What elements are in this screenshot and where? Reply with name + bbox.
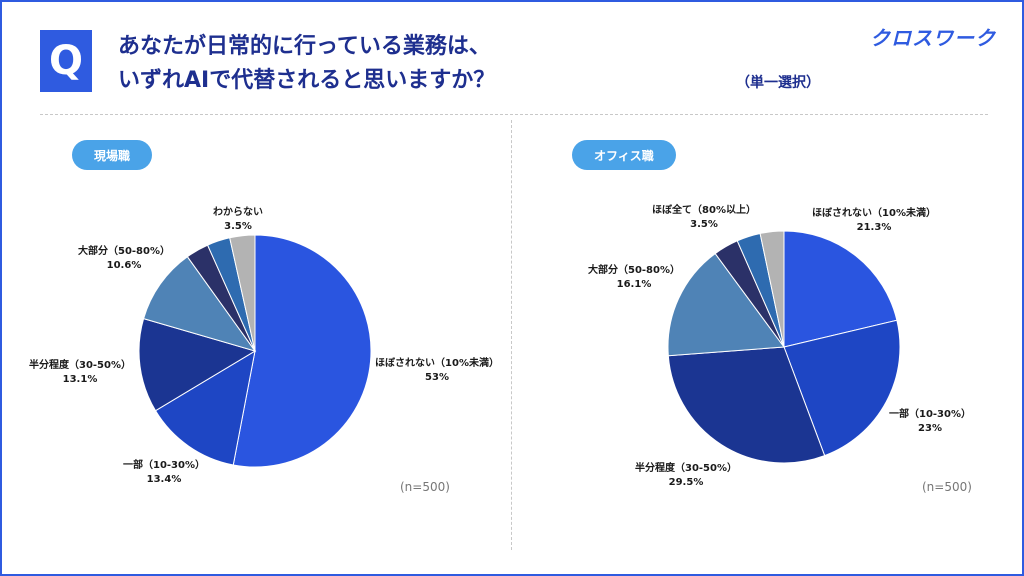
pie-0-slice-0 (232, 234, 372, 468)
pie-0-slice-6-value: 3.5% (224, 221, 252, 232)
pie-0-slice-1-value: 13.4% (147, 474, 182, 485)
chart-1-title-pill: 現場職 (72, 140, 153, 170)
question-title: あなたが日常的に行っている業務は、 いずれAIで代替されると思いますか？ (118, 30, 678, 98)
answer-type-label: （単一選択） (736, 75, 820, 91)
pie-1-slice-3-label: 大部分（50-80%） (588, 263, 680, 276)
pie-1-slice-2-label: 半分程度（30-50%） (635, 461, 737, 474)
pie-0-slice-6-label: わからない (213, 206, 263, 218)
pie-1-slice-0-label: ほぼされない（10%未満） (812, 206, 936, 219)
pie-0-slice-6 (229, 234, 256, 352)
question-badge: Q (40, 30, 92, 92)
chart-2-title-pill: オフィス職 (572, 140, 676, 170)
pie-1-slice-1-value: 23% (918, 423, 942, 434)
pie-1-slice-1 (783, 319, 901, 457)
pie-0-slice-0-value: 53% (425, 372, 449, 383)
pie-1-slice-6 (759, 230, 785, 348)
chart-1-sample-size: (n=500) (400, 480, 450, 494)
pie-0-slice-1-label: 一部（10-30%） (123, 458, 205, 471)
pie-1-slice-3-value: 16.1% (617, 279, 652, 290)
pie-1-slice-2 (667, 346, 826, 464)
pie-0-slice-3-value: 10.6% (107, 260, 142, 271)
pie-0-slice-0-label: ほぼされない（10%未満） (375, 356, 499, 369)
pie-1-slice-4-value: 3.5% (690, 219, 718, 230)
pie-chart-office: ほぼされない（10%未満） 21.3% 一部（10-30%） 23% 半分程度（30-5… (588, 203, 971, 488)
brand-logo: クロスワーク (870, 26, 996, 50)
pie-1-slice-3 (667, 252, 785, 357)
pie-1-slice-4-label: ほぼ全て（80%以上） (652, 203, 756, 216)
pie-1-slice-0-value: 21.3% (857, 222, 892, 233)
pie-0-slice-2-label: 半分程度（30-50%） (29, 358, 131, 371)
question-title-line2: いずれAIで代替されると思いますか？ (118, 68, 496, 93)
pie-chart-genba: ほぼされない（10%未満） 53% 一部（10-30%） 13.4% 半分程度（30-5… (29, 206, 499, 485)
chart-2-sample-size: (n=500) (922, 480, 972, 494)
pie-1-slice-2-value: 29.5% (669, 477, 704, 488)
pie-1-slice-1-label: 一部（10-30%） (889, 407, 971, 420)
pie-0-slice-2 (138, 318, 257, 412)
pie-0-slice-1 (154, 349, 256, 466)
panel-divider (511, 120, 512, 550)
pie-0-slice-3 (142, 256, 257, 352)
header-divider (40, 114, 988, 115)
pie-0-slice-3-label: 大部分（50-80%） (78, 244, 170, 257)
pie-1-slice-0 (783, 230, 898, 348)
pie-0-slice-2-value: 13.1% (63, 374, 98, 385)
question-title-line1: あなたが日常的に行っている業務は、 (118, 34, 491, 59)
